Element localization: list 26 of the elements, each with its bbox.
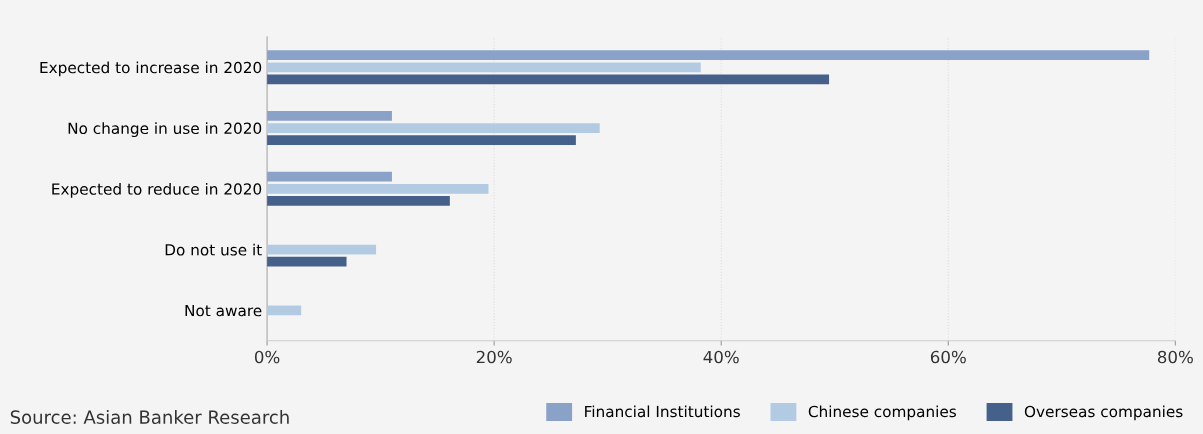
bar (267, 135, 576, 146)
source-note: Source: Asian Banker Research (10, 410, 289, 424)
x-tick-label: 60% (930, 350, 966, 364)
legend-label: Financial Institutions (585, 405, 740, 418)
y-tick-label: No change in use in 2020 (68, 122, 262, 138)
legend-label: Overseas companies (1024, 405, 1183, 421)
bar (267, 171, 392, 182)
bar (267, 244, 377, 255)
bar (267, 123, 600, 133)
bar (267, 50, 1150, 60)
y-tick-label: Expected to reduce in 2020 (52, 182, 262, 198)
legend-label: Chinese companies (808, 405, 956, 421)
bar (267, 305, 302, 316)
y-tick-label: Do not use it (165, 243, 262, 256)
bar (267, 111, 392, 121)
x-tick-label: 0% (254, 350, 280, 364)
bar (267, 256, 347, 267)
x-tick-label: 40% (703, 350, 739, 364)
y-tick-label: Expected to increase in 2020 (40, 61, 262, 77)
bar (267, 183, 489, 194)
x-tick-label: 80% (1157, 350, 1193, 364)
bar (267, 74, 830, 85)
bar (267, 62, 701, 73)
x-tick-label: 20% (476, 350, 512, 364)
bar (267, 196, 450, 206)
y-tick-label: Not aware (185, 304, 262, 317)
